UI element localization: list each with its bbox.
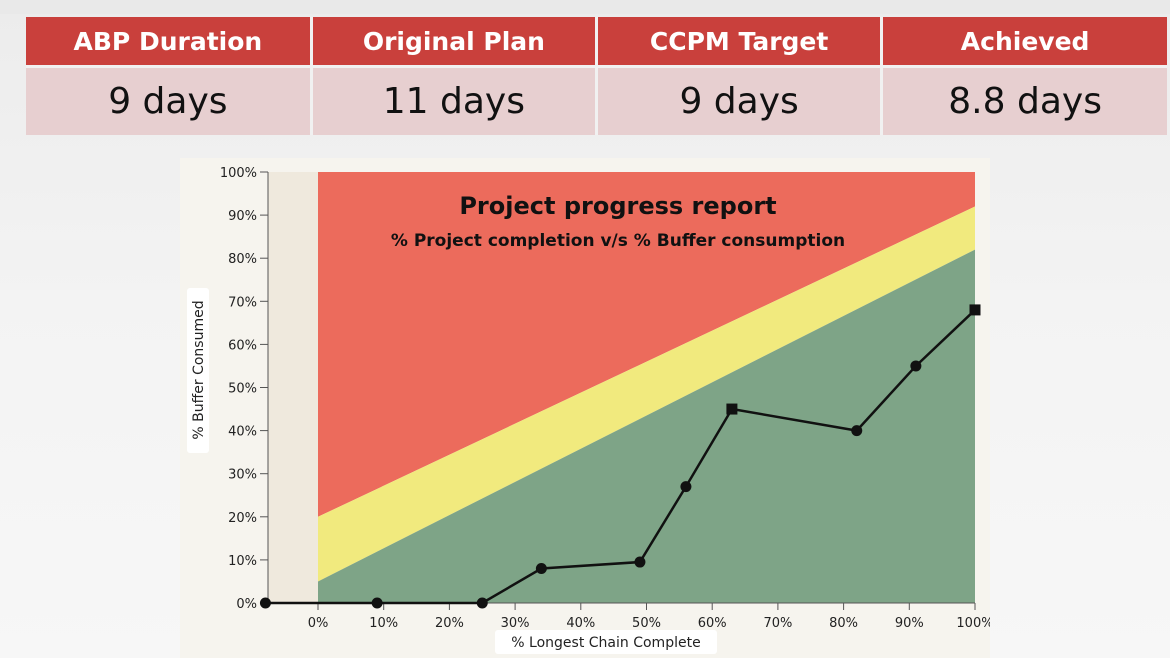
x-tick-label: 60%	[698, 616, 727, 631]
summary-table: ABP Duration Original Plan CCPM Target A…	[26, 17, 1167, 135]
y-tick-label: 20%	[228, 511, 257, 526]
header-original-plan: Original Plan	[311, 17, 599, 67]
buffer-fever-chart: 0% 10% 20% 30% 40% 50% 60% 70% 80% 90% 100% 0% 10% 2…	[180, 158, 990, 658]
header-achieved: Achieved	[881, 17, 1167, 67]
pre-zero-band	[268, 172, 318, 603]
chart-subtitle: % Project completion v/s % Buffer consum…	[391, 231, 845, 251]
data-point-marker	[726, 403, 738, 415]
x-ticks: 0% 10% 20% 30% 40% 50% 60% 70% 80% 90% 100%	[308, 603, 990, 631]
x-tick-label: 50%	[632, 616, 661, 631]
red-zone	[318, 172, 975, 517]
y-tick-label: 90%	[228, 209, 257, 224]
header-abp-duration: ABP Duration	[26, 17, 313, 67]
summary-value-row: 9 days 11 days 9 days 8.8 days	[26, 65, 1167, 135]
data-point-marker	[910, 360, 922, 372]
x-tick-label: 70%	[763, 616, 792, 631]
buffer-series-line	[265, 309, 976, 605]
header-ccpm-target: CCPM Target	[596, 17, 884, 67]
x-tick-label: 10%	[369, 616, 398, 631]
y-tick-label: 40%	[228, 425, 257, 440]
x-tick-label: 20%	[435, 616, 464, 631]
x-axis-label-box	[495, 630, 717, 654]
x-tick-label: 90%	[895, 616, 924, 631]
data-point-marker	[535, 563, 547, 575]
green-zone	[318, 249, 975, 603]
chart-title: Project progress report	[459, 192, 776, 220]
y-tick-label: 100%	[220, 166, 257, 181]
value-abp-duration: 9 days	[26, 65, 313, 135]
y-tick-label: 80%	[228, 252, 257, 267]
y-tick-label: 60%	[228, 338, 257, 353]
x-axis-label-group: % Longest Chain Complete	[495, 630, 717, 654]
x-tick-label: 30%	[501, 616, 530, 631]
summary-header-row: ABP Duration Original Plan CCPM Target A…	[26, 17, 1167, 67]
y-axis-label-box	[187, 288, 209, 453]
value-original-plan: 11 days	[311, 65, 599, 135]
data-point-marker	[371, 597, 383, 609]
value-achieved: 8.8 days	[881, 65, 1167, 135]
y-tick-label: 10%	[228, 554, 257, 569]
data-point-marker	[476, 597, 488, 609]
yellow-zone	[318, 206, 975, 582]
y-tick-label: 50%	[228, 382, 257, 397]
y-axis-label: % Buffer Consumed	[191, 300, 207, 439]
data-point-marker	[259, 597, 271, 609]
y-tick-label: 30%	[228, 468, 257, 483]
top-strip	[0, 0, 1170, 14]
x-tick-label: 100%	[956, 616, 990, 631]
value-ccpm-target: 9 days	[596, 65, 884, 135]
x-axis-label: % Longest Chain Complete	[511, 635, 700, 651]
y-ticks: 0% 10% 20% 30% 40% 50% 60% 70% 80% 90% 100%	[220, 166, 268, 612]
data-point-marker	[634, 556, 646, 568]
x-tick-label: 0%	[308, 616, 329, 631]
data-point-marker	[851, 425, 863, 437]
x-tick-label: 80%	[829, 616, 858, 631]
y-axis-label-group: % Buffer Consumed	[187, 288, 209, 453]
data-point-marker	[969, 304, 981, 316]
data-point-marker	[680, 481, 692, 493]
y-tick-label: 70%	[228, 295, 257, 310]
series-markers	[259, 304, 981, 609]
x-tick-label: 40%	[566, 616, 595, 631]
y-tick-label: 0%	[236, 597, 257, 612]
